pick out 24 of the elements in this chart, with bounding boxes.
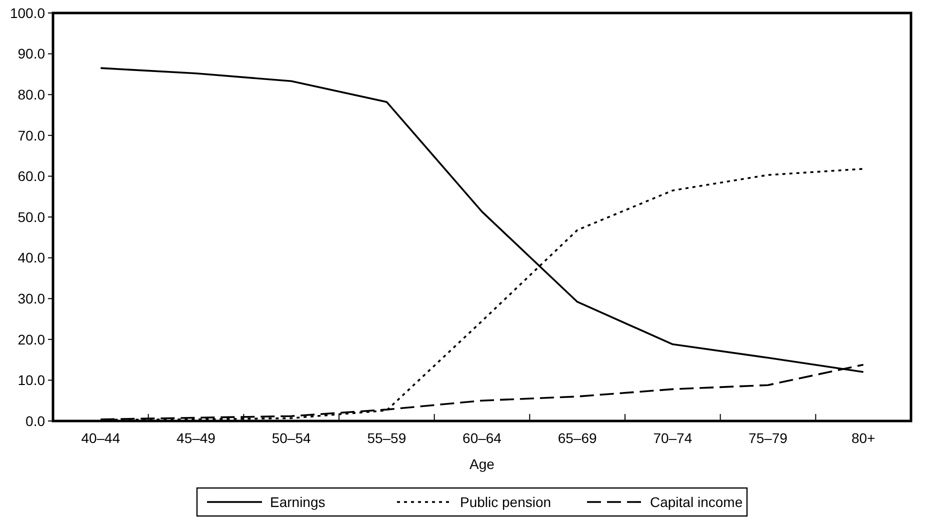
y-tick-label: 60.0 bbox=[18, 168, 46, 184]
x-tick-label: 60–64 bbox=[462, 430, 502, 446]
y-tick-label: 70.0 bbox=[18, 127, 46, 144]
y-tick-label: 100.0 bbox=[10, 4, 46, 21]
x-tick-label: 45–49 bbox=[176, 430, 216, 446]
x-tick-label: 65–69 bbox=[558, 430, 598, 446]
y-tick-label: 10.0 bbox=[18, 372, 46, 388]
y-tick-label: 40.0 bbox=[18, 250, 46, 266]
legend-label: Capital income bbox=[650, 494, 743, 510]
y-tick-label: 50.0 bbox=[18, 208, 46, 225]
x-tick-label: 80+ bbox=[851, 430, 876, 446]
y-tick-label: 20.0 bbox=[18, 331, 46, 348]
y-tick-label: 90.0 bbox=[18, 46, 46, 62]
y-tick-label: 30.0 bbox=[18, 290, 46, 306]
y-tick-label: 80.0 bbox=[18, 86, 46, 102]
legend-label: Public pension bbox=[460, 494, 552, 510]
y-tick-label: 0.0 bbox=[26, 412, 46, 429]
x-tick-label: 55–59 bbox=[367, 430, 406, 446]
x-tick-label: 40–44 bbox=[81, 430, 120, 446]
x-axis-title: Age bbox=[470, 456, 495, 472]
x-tick-label: 75–79 bbox=[748, 430, 788, 446]
legend-label: Earnings bbox=[270, 494, 326, 510]
x-tick-label: 50–54 bbox=[272, 430, 312, 446]
x-tick-label: 70–74 bbox=[653, 430, 692, 446]
